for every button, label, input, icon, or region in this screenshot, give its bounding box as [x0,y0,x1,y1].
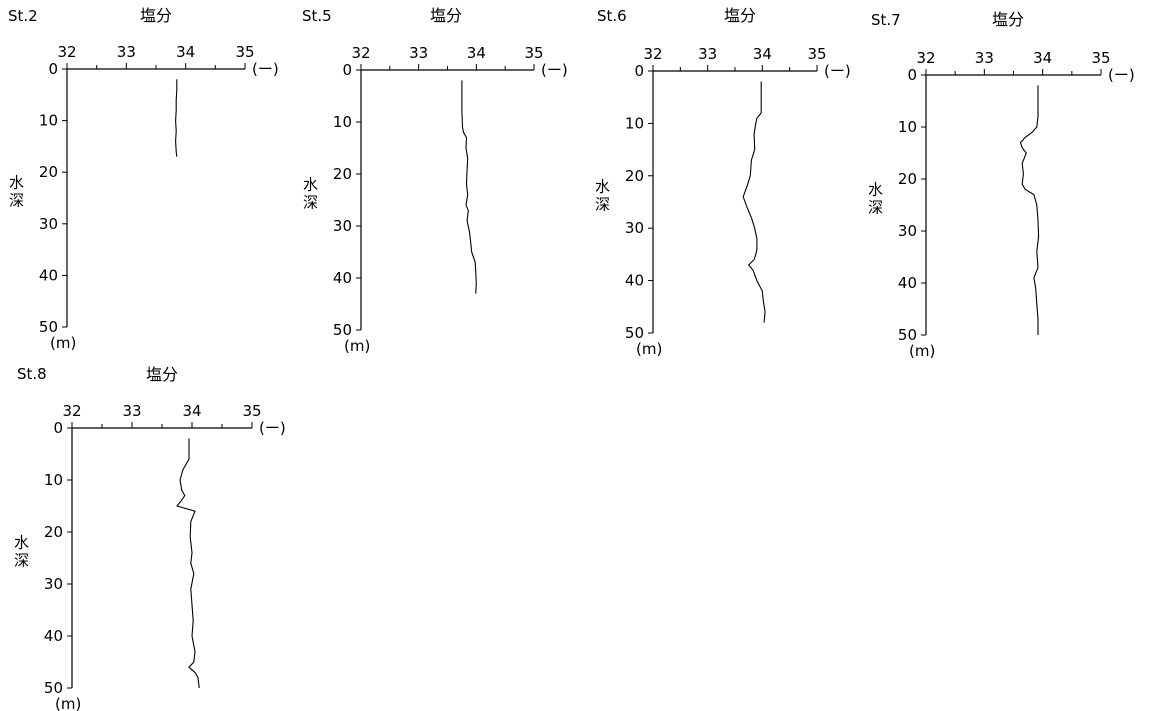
x-tick-label: 34 [753,45,772,63]
x-tick-label: 32 [643,45,662,63]
y-tick-label: 30 [44,575,63,593]
chart-panel: St.2 塩分 32 33 34 35(ー) 0 10 20 30 40 50(m) 水深 [8,6,279,352]
x-tick-label: 35 [235,43,254,61]
chart-title: 塩分 [430,6,462,25]
y-tick-label: 0 [907,66,917,84]
salinity-profile-line [176,438,200,689]
y-tick-label: 10 [898,118,917,136]
y-tick-label: 20 [333,165,352,183]
y-tick-label: 0 [342,61,352,79]
y-tick-label: 30 [333,217,352,235]
station-label: St.7 [871,11,901,29]
y-tick-label: 0 [48,60,58,78]
y-tick-label: 30 [898,222,917,240]
chart-panel: St.7 塩分 32 33 34 35(ー) 0 10 20 30 40 50(m) 水深 [868,10,1135,360]
y-unit-label: (m) [636,340,662,358]
y-tick-label: 10 [39,112,58,130]
y-tick-label: 50 [898,326,917,344]
x-tick-label: 33 [122,402,141,420]
x-tick-label: 32 [351,44,370,62]
y-tick-label: 50 [333,321,352,339]
x-unit-label: (ー) [541,61,568,79]
y-tick-label: 30 [625,219,644,237]
x-unit-label: (ー) [252,60,279,78]
salinity-profile-line [742,81,766,323]
chart-panel: St.8 塩分 32 33 34 35(ー) 0 10 20 30 40 50(m) 水深 [14,365,286,711]
y-tick-label: 10 [333,113,352,131]
y-tick-label: 10 [625,114,644,132]
y-unit-label: (m) [344,337,370,355]
x-unit-label: (ー) [1108,66,1135,84]
y-tick-label: 40 [625,272,644,290]
y-axis-title: 水深 [14,534,29,570]
x-tick-label: 32 [57,43,76,61]
salinity-profile-line [461,80,477,294]
x-unit-label: (ー) [259,419,286,437]
chart-title: 塩分 [992,10,1024,29]
y-tick-label: 20 [44,523,63,541]
y-tick-label: 40 [898,274,917,292]
chart-title: 塩分 [146,365,178,384]
x-tick-label: 35 [1091,49,1110,67]
x-tick-label: 33 [117,43,136,61]
station-label: St.2 [8,7,38,25]
y-unit-label: (m) [55,695,81,711]
chart-panel: St.6 塩分 32 33 34 35(ー) 0 10 20 30 40 50(m) 水深 [595,6,851,358]
x-tick-label: 33 [698,45,717,63]
chart-title: 塩分 [140,6,172,25]
y-tick-label: 20 [898,170,917,188]
y-tick-label: 40 [44,627,63,645]
chart-title: 塩分 [724,6,756,25]
station-label: St.8 [17,365,47,383]
x-tick-label: 34 [182,402,201,420]
y-unit-label: (m) [909,342,935,360]
x-tick-label: 32 [916,49,935,67]
y-tick-label: 50 [39,318,58,336]
y-axis-title: 水深 [595,178,610,214]
y-tick-label: 50 [44,679,63,697]
salinity-profile-line [175,79,178,157]
x-tick-label: 34 [467,44,486,62]
y-axis-title: 水深 [868,181,883,217]
y-tick-label: 0 [634,62,644,80]
x-tick-label: 33 [409,44,428,62]
y-tick-label: 40 [39,266,58,284]
station-label: St.5 [302,7,332,25]
station-label: St.6 [597,7,627,25]
y-axis-title: 水深 [9,174,24,210]
y-tick-label: 10 [44,471,63,489]
x-tick-label: 32 [62,402,81,420]
x-tick-label: 34 [176,43,195,61]
y-tick-label: 0 [53,419,63,437]
y-tick-label: 20 [39,163,58,181]
x-tick-label: 33 [975,49,994,67]
y-tick-label: 40 [333,269,352,287]
x-tick-label: 35 [807,45,826,63]
y-tick-label: 20 [625,167,644,185]
salinity-profile-line [1019,85,1040,335]
y-tick-label: 50 [625,324,644,342]
x-unit-label: (ー) [824,62,851,80]
x-tick-label: 34 [1033,49,1052,67]
x-tick-label: 35 [242,402,261,420]
y-tick-label: 30 [39,215,58,233]
x-tick-label: 35 [524,44,543,62]
y-unit-label: (m) [50,334,76,352]
chart-panel: St.5 塩分 32 33 34 35(ー) 0 10 20 30 40 50(m) 水深 [302,6,568,355]
y-axis-title: 水深 [303,176,318,212]
